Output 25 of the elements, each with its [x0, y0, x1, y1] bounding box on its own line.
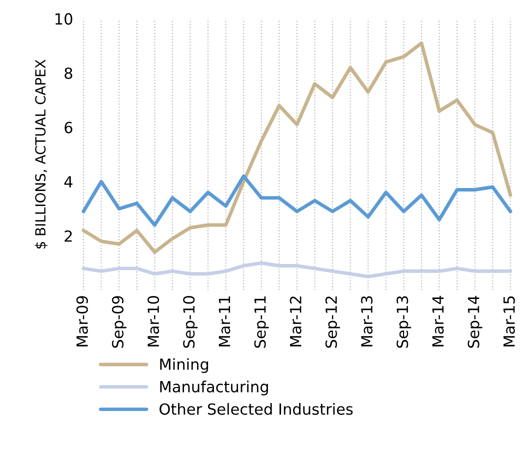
x-tick-label: Sep-11 — [254, 296, 269, 348]
legend-label: Mining — [160, 358, 208, 373]
y-tick-label: 6 — [64, 122, 72, 134]
x-tick-label: Sep-09 — [112, 296, 126, 348]
y-axis-title: $ BILLIONS, ACTUAL CAPEX — [34, 60, 48, 249]
x-tick-label: Sep-13 — [396, 296, 412, 348]
x-tick-label: Mar-15 — [504, 296, 515, 346]
x-tick-label: Mar-14 — [432, 296, 444, 346]
y-tick-label: 4 — [64, 176, 72, 188]
x-tick-label: Sep-14 — [468, 296, 482, 348]
line-series — [82, 41, 512, 254]
x-tick-label: Sep-10 — [183, 296, 198, 348]
y-tick-label: 2 — [64, 230, 72, 242]
y-tick-label: 10 — [56, 13, 72, 25]
x-tick-label: Mar-10 — [148, 296, 160, 346]
y-tick-label: 8 — [64, 67, 72, 80]
x-tick-label: Mar-09 — [76, 296, 88, 346]
x-tick-label: Sep-12 — [325, 296, 340, 348]
legend-label: Other Selected Industries — [160, 403, 353, 415]
x-tick-label: Mar-12 — [290, 296, 302, 346]
x-tick-label: Mar-13 — [361, 296, 373, 346]
line-series — [82, 174, 512, 227]
legend-label: Manufacturing — [160, 380, 268, 396]
x-tick-label: Mar-11 — [218, 296, 230, 346]
line-series — [82, 261, 512, 278]
